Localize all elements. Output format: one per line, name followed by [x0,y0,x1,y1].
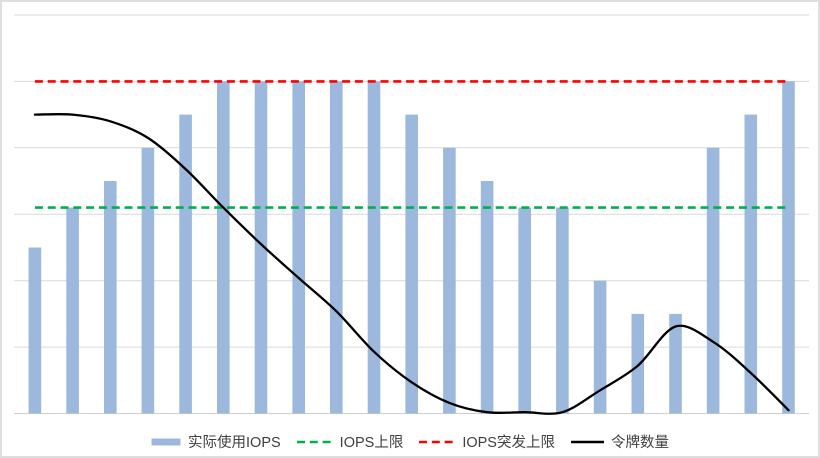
legend-label-iops-burst-limit: IOPS突发上限 [462,435,555,451]
bar-series-marker-icon [151,438,181,445]
token-count-line [33,113,790,415]
legend-label-token-count: 令牌数量 [610,435,669,451]
usage-iops-bar [593,280,607,414]
usage-iops-bar [104,181,117,414]
usage-iops-bar [66,207,79,414]
chart-legend: 实际使用IOPS IOPS上限 IOPS突发上限 令牌数量 [2,431,818,452]
usage-iops-bar [292,81,305,414]
usage-iops-bar [744,114,758,414]
usage-iops-bar [556,207,569,414]
usage-iops-bar [179,114,192,414]
legend-item-iops-burst-limit: IOPS突发上限 [419,431,555,452]
usage-iops-bar [28,247,42,414]
usage-iops-bar [782,81,795,414]
usage-iops-bar [367,81,381,414]
dashed-green-line-marker-icon [296,440,333,443]
dashed-red-line-marker-icon [419,440,456,443]
usage-iops-bar [141,147,155,414]
usage-iops-bar [217,81,230,414]
legend-label-actual-iops: 实际使用IOPS [188,435,281,451]
usage-iops-bar [480,181,494,414]
legend-item-token-count: 令牌数量 [570,431,669,452]
usage-iops-bar [631,313,645,414]
legend-item-iops-limit: IOPS上限 [296,431,404,452]
usage-iops-bar [254,81,268,414]
solid-black-line-marker-icon [570,440,604,443]
usage-iops-bar [669,313,682,414]
usage-iops-bar [330,81,343,414]
usage-iops-bar [443,147,456,414]
usage-iops-bar [706,147,720,414]
legend-label-iops-limit: IOPS上限 [339,435,404,451]
usage-iops-bar [405,114,418,414]
legend-item-actual-iops: 实际使用IOPS [151,431,281,452]
usage-iops-bar [518,207,531,414]
